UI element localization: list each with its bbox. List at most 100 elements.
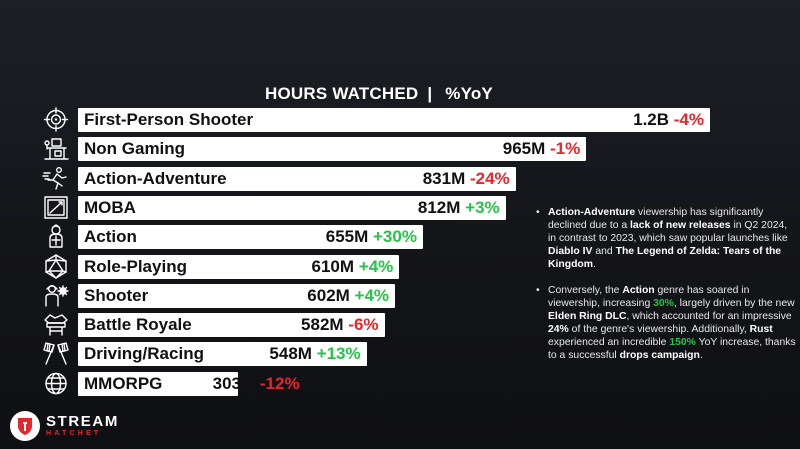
bar-row-mmorpg: MMORPG 303M -12% xyxy=(40,370,720,396)
bar-row-action: Action 655M +30% xyxy=(40,223,720,250)
stream-hatchet-logo: STREAM HATCHET xyxy=(10,411,119,441)
title-yoy: %YoY xyxy=(445,84,493,103)
bar-battle-royale xyxy=(78,313,385,338)
note-text: YoY increase, thanks to a successful xyxy=(548,337,796,361)
note-highlight: Action-Adventure xyxy=(548,207,636,218)
bar-moba xyxy=(78,195,506,220)
note-highlight: 24% xyxy=(548,324,569,335)
category-label: MOBA xyxy=(84,197,136,217)
hours-value: 1.2B xyxy=(633,110,670,129)
category-label: Non Gaming xyxy=(84,139,186,159)
frame-icon xyxy=(40,195,72,220)
title-separator: | xyxy=(427,84,433,103)
yoy-value: -1% xyxy=(545,139,581,159)
category-label: Role-Playing xyxy=(84,256,187,276)
yoy-value: +30% xyxy=(368,227,417,247)
d20-dice-icon xyxy=(40,253,72,279)
note-highlight: 150% xyxy=(669,337,696,348)
yoy-value: -24% xyxy=(465,168,510,188)
logo-subword: HATCHET xyxy=(46,430,102,437)
yoy-value: +4% xyxy=(354,256,394,276)
hours-value: 303M xyxy=(212,373,256,393)
category-label: Driving/Racing xyxy=(84,344,204,364)
bar-role-playing xyxy=(78,254,400,279)
value-label-first-person-shooter: 1.2B -4% xyxy=(633,109,704,131)
commentary-notes: • Action-Adventure viewership has signifi… xyxy=(536,206,798,375)
value-label-moba: 812M +3% xyxy=(418,197,500,219)
note-text: of the genre's viewership. Additionally, xyxy=(568,324,750,335)
bar-mmorpg xyxy=(78,371,238,396)
yoy-value: -12% xyxy=(255,373,300,393)
knight-icon xyxy=(40,224,72,249)
bar-shooter xyxy=(78,283,396,308)
note-text: Conversely, the xyxy=(548,285,623,296)
hours-value: 655M xyxy=(325,227,369,247)
yoy-value: -4% xyxy=(669,110,704,129)
note-highlight: Diablo IV xyxy=(548,246,593,257)
bar-row-driving-racing: Driving/Racing 548M +13% xyxy=(40,340,720,367)
hours-value: 602M xyxy=(307,285,350,305)
value-label-battle-royale: 582M -6% xyxy=(301,314,379,336)
value-label-action-adventure: 831M -24% xyxy=(423,168,510,190)
note-text: viewership has significantly declined du… xyxy=(548,207,764,231)
value-label-driving-racing: 548M +13% xyxy=(269,343,360,365)
yoy-value: -6% xyxy=(343,315,379,335)
hatchet-shield-icon xyxy=(10,411,40,441)
bar-action-adventure xyxy=(78,166,516,191)
note-text: and xyxy=(592,246,616,257)
note-text: , largely driven by the new xyxy=(673,298,795,309)
bar-row-moba: MOBA 812M +3% xyxy=(40,194,720,220)
note-highlight: Action xyxy=(622,285,655,296)
value-label-mmorpg: 303M -12% xyxy=(213,373,300,395)
note-text: , which accounted for an impressive xyxy=(626,311,792,322)
hours-value: 548M xyxy=(269,344,312,364)
yoy-value: +4% xyxy=(349,285,390,305)
bar-row-battle-royale: Battle Royale 582M -6% xyxy=(40,311,720,338)
hours-value: 831M xyxy=(422,168,466,188)
value-label-non-gaming: 965M -1% xyxy=(503,138,581,160)
note-2: • Conversely, the Action genre has soared… xyxy=(536,284,798,362)
bar-row-action-adventure: Action-Adventure 831M -24% xyxy=(40,165,720,191)
bullet-point: • xyxy=(536,207,540,218)
note-text: . xyxy=(593,259,596,270)
bar-first-person-shooter xyxy=(78,108,710,132)
value-label-shooter: 602M +4% xyxy=(307,285,389,307)
category-label: Shooter xyxy=(84,285,149,305)
note-highlight: 30% xyxy=(653,298,674,309)
soldier-icon xyxy=(40,283,72,308)
note-highlight: drops campaign xyxy=(619,350,700,361)
checkered-flags-icon xyxy=(40,341,72,366)
value-label-role-playing: 610M +4% xyxy=(312,256,394,278)
chart-title: HOURS WATCHED | %YoY xyxy=(265,84,493,104)
bar-row-first-person-shooter: First-Person Shooter 1.2B -4% xyxy=(40,106,720,132)
category-label: First-Person Shooter xyxy=(84,110,254,129)
yoy-value: +13% xyxy=(311,344,361,364)
bar-action xyxy=(78,225,423,250)
note-highlight: lack of new releases xyxy=(630,220,731,231)
note-1: • Action-Adventure viewership has signifi… xyxy=(536,206,798,271)
bar-row-shooter: Shooter 602M +4% xyxy=(40,282,720,308)
running-person-icon xyxy=(40,166,72,191)
hours-value: 965M xyxy=(502,139,546,159)
logo-wordmark: STREAM xyxy=(46,413,119,430)
value-label-action: 655M +30% xyxy=(326,226,417,248)
title-hours-watched: HOURS WATCHED xyxy=(265,84,419,103)
note-text: genre has soared in viewership, increasi… xyxy=(548,285,750,309)
bar-driving-racing xyxy=(78,342,367,367)
crosshair-icon xyxy=(40,107,72,132)
battle-royale-icon xyxy=(40,312,72,337)
bar-non-gaming xyxy=(78,137,587,162)
hours-value: 812M xyxy=(417,197,461,217)
category-label: Battle Royale xyxy=(84,315,192,335)
category-label: Action-Adventure xyxy=(84,168,227,188)
hours-value: 582M xyxy=(301,315,344,335)
bar-row-role-playing: Role-Playing 610M +4% xyxy=(40,253,720,279)
note-text: in Q2 2024, in contrast to 2023, which s… xyxy=(548,220,788,244)
globe-icon xyxy=(40,371,72,396)
desk-icon xyxy=(40,136,72,161)
category-label: Action xyxy=(84,227,137,247)
note-text: . xyxy=(699,350,703,361)
bullet-point: • xyxy=(536,285,540,296)
note-text: experienced an incredible xyxy=(548,337,670,348)
hours-value: 610M xyxy=(311,256,355,276)
